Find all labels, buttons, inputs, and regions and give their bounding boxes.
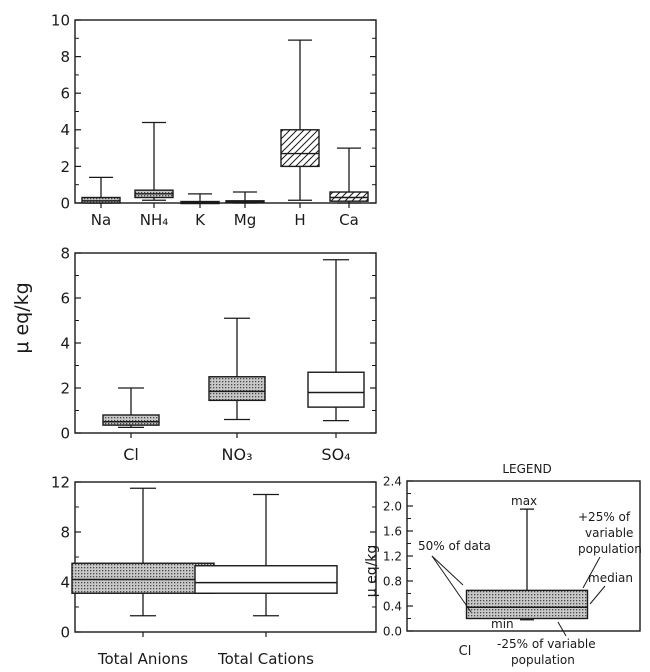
category-label: Total Anions xyxy=(97,650,188,668)
box-1-0 xyxy=(102,387,160,429)
y-tick-label: 2.4 xyxy=(383,474,402,488)
box-2-1 xyxy=(194,493,338,617)
y-tick-label: 6 xyxy=(60,85,70,103)
y-tick-label: 2.0 xyxy=(383,499,402,513)
y-tick-label: 0 xyxy=(60,424,70,442)
box-iqr xyxy=(208,376,266,402)
legend-title: LEGEND xyxy=(502,462,551,476)
box-1-2 xyxy=(307,259,365,422)
cations-panel: 0 2 4 6 8 10 Na NH₄ K Mg H Ca xyxy=(51,11,377,229)
annot-min: min xyxy=(491,617,514,631)
box-0-5 xyxy=(329,147,369,204)
box-1-1 xyxy=(208,317,266,421)
annot-median: median xyxy=(588,571,633,585)
box-iqr xyxy=(329,191,369,202)
category-label: Cl xyxy=(123,445,139,464)
category-label: Cl xyxy=(459,644,472,659)
box-iqr xyxy=(102,414,160,426)
annot-plus25-2: variable xyxy=(585,526,633,540)
box-3-0 xyxy=(465,508,589,621)
y-tick-label: 4 xyxy=(60,121,70,139)
box-2-0 xyxy=(71,487,215,617)
arrow-minus25 xyxy=(557,621,567,637)
y-tick-label: 8 xyxy=(60,523,70,541)
y-tick-label: 1.2 xyxy=(383,549,402,563)
box-0-1 xyxy=(134,121,174,201)
y-tick-label: 2 xyxy=(60,158,70,176)
box-0-2 xyxy=(180,193,220,205)
plot-frame xyxy=(74,481,377,633)
category-label: Total Cations xyxy=(217,650,314,668)
box-iqr xyxy=(307,371,365,408)
annot-max: max xyxy=(511,494,537,508)
box-iqr xyxy=(280,129,320,168)
box-0-3 xyxy=(225,191,265,204)
box-iqr xyxy=(194,565,338,594)
category-label: NO₃ xyxy=(222,445,253,464)
y-tick-label: 6 xyxy=(60,289,70,307)
category-label: Mg xyxy=(234,211,256,229)
y-tick-label: 1.6 xyxy=(383,524,402,538)
category-label: NH₄ xyxy=(140,211,169,229)
plot-frame xyxy=(74,19,377,204)
y-tick-label: 4 xyxy=(60,573,70,591)
category-label: SO₄ xyxy=(321,445,350,464)
arrow-50pct-lower xyxy=(431,555,472,613)
box-iqr xyxy=(71,562,215,594)
y-axis-label: μ eq/kg xyxy=(11,282,33,353)
annot-50pct: 50% of data xyxy=(418,539,491,553)
totals-panel: 0 4 8 12 Total Anions Total Cations xyxy=(51,473,377,668)
y-tick-label: 12 xyxy=(51,473,70,491)
box-0-4 xyxy=(280,39,320,201)
anions-panel: 0 2 4 6 8 Cl NO₃ SO₄ xyxy=(60,244,377,464)
arrow-50pct-upper xyxy=(431,555,464,586)
annot-minus25-2: population xyxy=(511,653,575,667)
legend-ylabel: μ eq/kg xyxy=(364,545,380,598)
category-label: Ca xyxy=(339,211,359,229)
category-label: Na xyxy=(91,211,111,229)
category-label: H xyxy=(294,211,305,229)
box-iqr xyxy=(465,589,589,620)
annot-minus25-1: -25% of variable xyxy=(497,637,596,651)
arrow-median xyxy=(589,585,606,605)
legend-annotations: LEGEND μ eq/kg max +25% of variable popu… xyxy=(364,462,642,667)
y-tick-label: 8 xyxy=(60,244,70,262)
annot-plus25-3: population xyxy=(578,542,642,556)
annot-plus25-1: +25% of xyxy=(578,510,631,524)
y-tick-label: 4 xyxy=(60,334,70,352)
y-tick-label: 2 xyxy=(60,379,70,397)
y-tick-label: 0.0 xyxy=(383,624,402,638)
y-tick-label: 0.8 xyxy=(383,574,402,588)
legend-panel: 0.0 0.4 0.8 1.2 1.6 2.0 2.4 Cl xyxy=(383,474,641,659)
box-0-0 xyxy=(81,176,121,204)
y-tick-label: 0 xyxy=(60,194,70,212)
y-tick-label: 0.4 xyxy=(383,599,402,613)
y-tick-label: 10 xyxy=(51,11,70,29)
y-tick-label: 8 xyxy=(60,48,70,66)
y-tick-label: 0 xyxy=(60,623,70,641)
category-label: K xyxy=(195,211,206,229)
arrow-plus25 xyxy=(582,556,601,589)
